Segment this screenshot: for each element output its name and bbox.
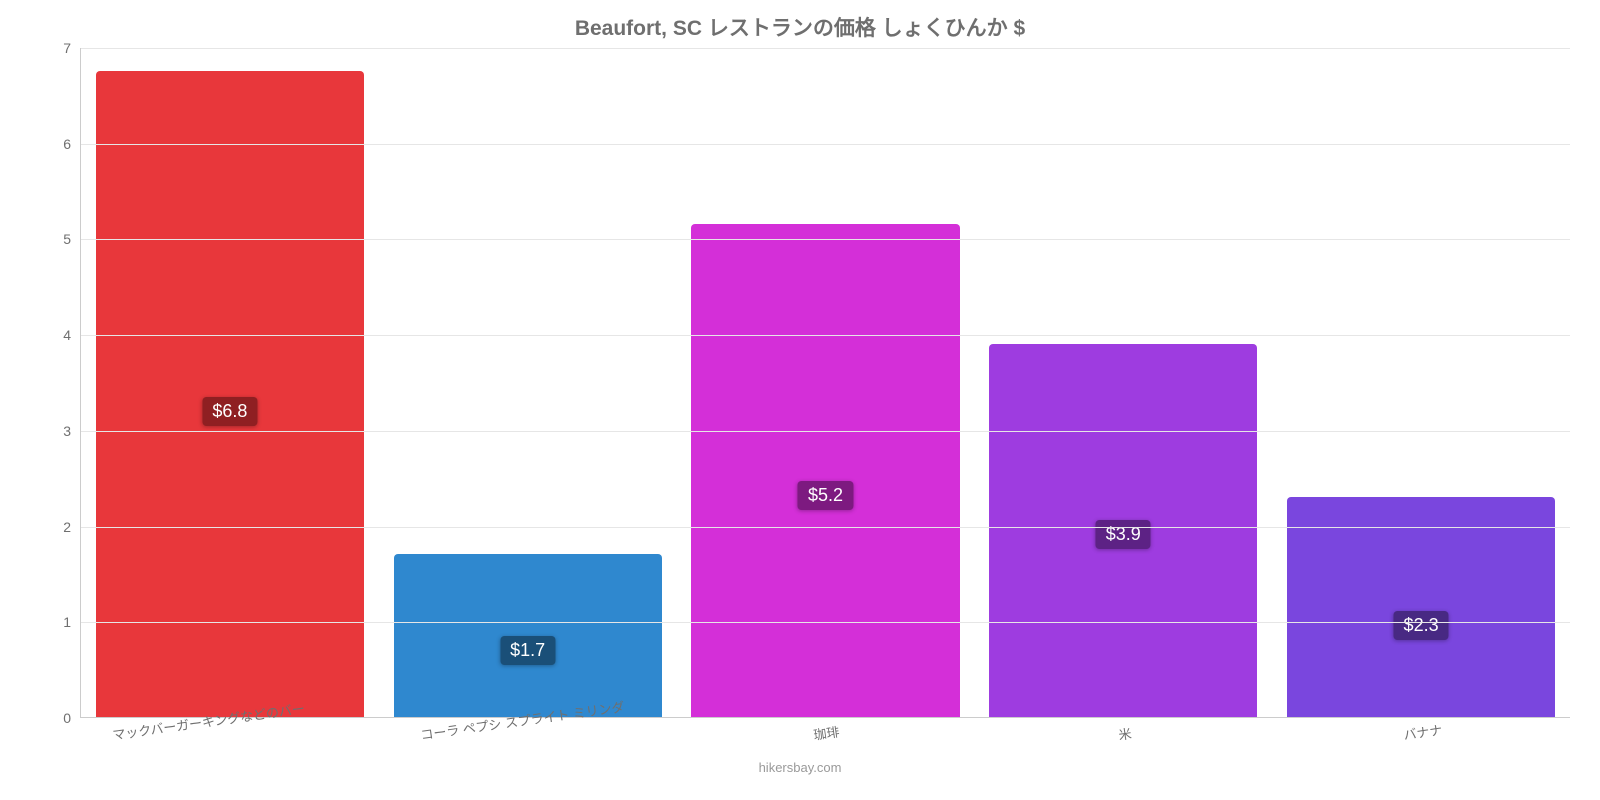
bars-container: $6.8マックバーガーキングなどのバー$1.7コーラ ペプシ スプライト ミリン… bbox=[81, 48, 1570, 717]
price-bar-chart: Beaufort, SC レストランの価格 しょくひんか $ $6.8マックバー… bbox=[0, 0, 1600, 800]
x-tick-label: 米 bbox=[1117, 723, 1133, 744]
bar-value-label: $3.9 bbox=[1096, 520, 1151, 549]
grid-line bbox=[81, 144, 1570, 145]
x-tick-label: バナナ bbox=[1402, 719, 1443, 743]
grid-line bbox=[81, 431, 1570, 432]
y-tick-label: 4 bbox=[63, 327, 81, 343]
grid-line bbox=[81, 48, 1570, 49]
bar-slot: $1.7コーラ ペプシ スプライト ミリンダ bbox=[379, 48, 677, 717]
bar-value-label: $5.2 bbox=[798, 481, 853, 510]
y-tick-label: 0 bbox=[63, 710, 81, 726]
y-tick-label: 2 bbox=[63, 519, 81, 535]
bar-value-label: $2.3 bbox=[1394, 611, 1449, 640]
bar: $5.2 bbox=[691, 224, 959, 717]
y-tick-label: 1 bbox=[63, 614, 81, 630]
bar-value-label: $1.7 bbox=[500, 636, 555, 665]
grid-line bbox=[81, 622, 1570, 623]
bar-slot: $5.2珈琲 bbox=[677, 48, 975, 717]
y-tick-label: 5 bbox=[63, 231, 81, 247]
grid-line bbox=[81, 527, 1570, 528]
bar-slot: $2.3バナナ bbox=[1272, 48, 1570, 717]
grid-line bbox=[81, 239, 1570, 240]
grid-line bbox=[81, 335, 1570, 336]
bar: $1.7 bbox=[394, 554, 662, 717]
y-tick-label: 3 bbox=[63, 423, 81, 439]
x-tick-label: 珈琲 bbox=[813, 721, 841, 743]
bar-value-label: $6.8 bbox=[202, 397, 257, 426]
y-tick-label: 6 bbox=[63, 136, 81, 152]
bar-slot: $6.8マックバーガーキングなどのバー bbox=[81, 48, 379, 717]
bar: $2.3 bbox=[1287, 497, 1555, 717]
bar: $3.9 bbox=[989, 344, 1257, 717]
plot-area: $6.8マックバーガーキングなどのバー$1.7コーラ ペプシ スプライト ミリン… bbox=[80, 48, 1570, 718]
chart-title: Beaufort, SC レストランの価格 しょくひんか $ bbox=[0, 12, 1600, 42]
bar-slot: $3.9米 bbox=[974, 48, 1272, 717]
chart-footer: hikersbay.com bbox=[0, 760, 1600, 775]
y-tick-label: 7 bbox=[63, 40, 81, 56]
bar: $6.8 bbox=[96, 71, 364, 717]
